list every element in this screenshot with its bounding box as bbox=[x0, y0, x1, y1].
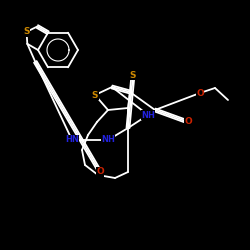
Text: NH: NH bbox=[141, 110, 155, 120]
Text: S: S bbox=[23, 27, 30, 36]
Text: S: S bbox=[130, 70, 136, 80]
Text: O: O bbox=[184, 118, 192, 126]
Text: NH: NH bbox=[101, 136, 115, 144]
Text: O: O bbox=[196, 88, 204, 98]
Text: HN: HN bbox=[65, 136, 79, 144]
Text: S: S bbox=[92, 90, 98, 100]
Text: O: O bbox=[96, 168, 104, 176]
